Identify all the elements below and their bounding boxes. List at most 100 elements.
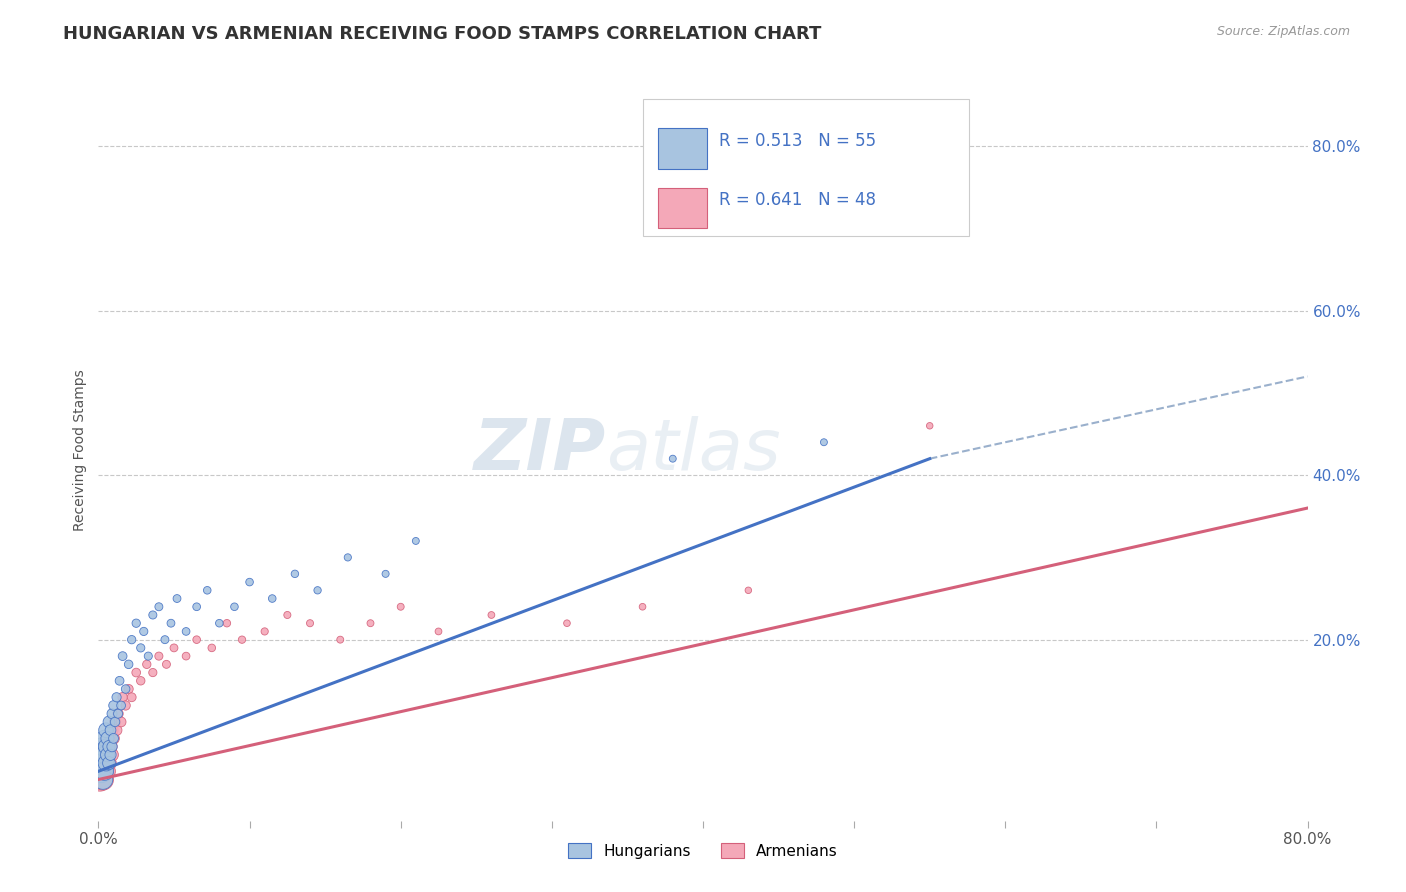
- Point: [631, 599, 654, 614]
- Point: [94, 723, 117, 738]
- Point: [186, 599, 208, 614]
- Point: [125, 616, 148, 631]
- Point: [118, 681, 141, 696]
- Point: [262, 591, 284, 606]
- Point: [163, 640, 186, 655]
- Point: [148, 599, 170, 614]
- Point: [94, 739, 117, 754]
- Point: [153, 632, 176, 647]
- Point: [142, 665, 165, 680]
- Point: [166, 591, 188, 606]
- Point: [918, 418, 941, 433]
- Point: [104, 714, 127, 729]
- Point: [98, 731, 121, 746]
- Point: [201, 640, 224, 655]
- Point: [239, 575, 262, 590]
- Point: [101, 747, 124, 762]
- Point: [98, 756, 121, 770]
- Point: [224, 599, 246, 614]
- Text: Source: ZipAtlas.com: Source: ZipAtlas.com: [1216, 25, 1350, 38]
- Point: [174, 649, 197, 664]
- Bar: [658, 187, 707, 228]
- Point: [813, 435, 835, 450]
- Point: [155, 657, 177, 672]
- Point: [284, 566, 307, 581]
- Point: [93, 747, 115, 762]
- Point: [107, 706, 129, 721]
- FancyBboxPatch shape: [643, 99, 969, 235]
- Point: [215, 616, 238, 631]
- Point: [96, 747, 118, 762]
- Point: [360, 616, 382, 631]
- Text: R = 0.513   N = 55: R = 0.513 N = 55: [718, 132, 876, 150]
- Point: [427, 624, 450, 639]
- Point: [91, 739, 114, 754]
- Point: [98, 739, 121, 754]
- Point: [91, 772, 114, 787]
- Text: R = 0.641   N = 48: R = 0.641 N = 48: [718, 191, 876, 210]
- Point: [121, 690, 143, 705]
- Point: [93, 764, 115, 779]
- Point: [307, 583, 329, 598]
- Point: [129, 673, 152, 688]
- Point: [110, 698, 132, 713]
- Point: [98, 714, 121, 729]
- Legend: Hungarians, Armenians: Hungarians, Armenians: [562, 837, 844, 865]
- Point: [121, 632, 143, 647]
- Point: [90, 764, 112, 779]
- Point: [148, 649, 170, 664]
- Point: [105, 723, 128, 738]
- Point: [100, 739, 122, 754]
- Point: [90, 764, 112, 779]
- Point: [103, 731, 125, 746]
- Point: [389, 599, 412, 614]
- Point: [111, 690, 134, 705]
- Point: [132, 624, 155, 639]
- Point: [118, 657, 141, 672]
- Point: [93, 764, 115, 779]
- Point: [231, 632, 253, 647]
- Text: HUNGARIAN VS ARMENIAN RECEIVING FOOD STAMPS CORRELATION CHART: HUNGARIAN VS ARMENIAN RECEIVING FOOD STA…: [63, 25, 821, 43]
- Point: [129, 640, 152, 655]
- Text: atlas: atlas: [606, 416, 780, 485]
- Point: [299, 616, 322, 631]
- Point: [93, 731, 115, 746]
- Point: [89, 772, 111, 787]
- Point: [208, 616, 231, 631]
- Point: [91, 756, 114, 770]
- Point: [481, 607, 503, 622]
- Point: [105, 690, 128, 705]
- Point: [101, 723, 124, 738]
- Point: [110, 714, 132, 729]
- Point: [125, 665, 148, 680]
- Point: [336, 550, 359, 565]
- Point: [90, 747, 112, 762]
- Point: [374, 566, 396, 581]
- Point: [89, 756, 111, 770]
- Point: [96, 731, 118, 746]
- Point: [186, 632, 208, 647]
- Point: [96, 747, 118, 762]
- Point: [93, 747, 115, 762]
- Point: [111, 649, 134, 664]
- Point: [91, 756, 114, 770]
- Bar: [658, 128, 707, 169]
- Point: [103, 698, 125, 713]
- Point: [108, 673, 131, 688]
- Point: [195, 583, 218, 598]
- Point: [555, 616, 578, 631]
- Point: [91, 772, 114, 787]
- Point: [276, 607, 298, 622]
- Text: ZIP: ZIP: [474, 416, 606, 485]
- Point: [94, 739, 117, 754]
- Point: [98, 756, 121, 770]
- Point: [101, 739, 124, 754]
- Point: [174, 624, 197, 639]
- Point: [114, 698, 136, 713]
- Point: [107, 706, 129, 721]
- Point: [114, 681, 136, 696]
- Y-axis label: Receiving Food Stamps: Receiving Food Stamps: [73, 369, 87, 532]
- Point: [135, 657, 157, 672]
- Point: [101, 706, 124, 721]
- Point: [94, 756, 117, 770]
